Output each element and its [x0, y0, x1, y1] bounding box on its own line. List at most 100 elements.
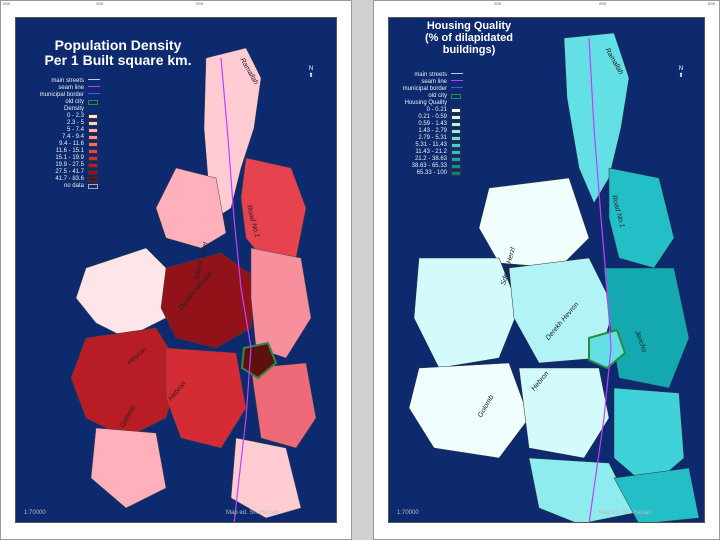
seam-line [220, 57, 252, 522]
no-data-swatch [88, 184, 98, 189]
housing-class-list: 0 - 0.21 0.21 - 0.59 0.59 - 1.43 1.43 - 2.7… [391, 107, 463, 177]
housing-class-label: 0 - 0.21 [426, 107, 447, 113]
density-region-northwest [155, 167, 227, 249]
housing-credit: Map ed. Sh. Hazam [599, 510, 653, 516]
density-title-line2: Per 1 Built square km. [44, 52, 192, 68]
housing-class-row: 1.43 - 2.79 [391, 128, 463, 135]
legend-old-city-label: old city [428, 93, 447, 99]
north-label: N [308, 66, 314, 72]
housing-quality-map: Housing Quality (% of dilapidated buildi… [388, 17, 705, 523]
tick-label: 200 [96, 3, 104, 7]
density-class-label: 7.4 - 9.4 [61, 134, 84, 140]
legend-main-streets-label: main streets [414, 72, 447, 78]
density-class-label: 0 - 2.3 [66, 113, 84, 119]
housing-region-south [528, 457, 635, 522]
density-region-north [203, 47, 262, 219]
density-scale: 1:70000 [24, 510, 46, 516]
housing-class-label: 1.43 - 2.79 [418, 128, 447, 134]
density-region-south [230, 437, 302, 519]
population-density-map-panel: Population Density Per 1 Built square km… [0, 0, 352, 540]
seam-line-icon [88, 85, 100, 92]
density-class-swatch [88, 114, 98, 119]
density-class-label: 15.1 - 19.9 [55, 155, 84, 161]
density-region-west [75, 247, 177, 339]
density-class-swatch [88, 170, 98, 175]
housing-class-swatch [451, 115, 461, 120]
housing-class-label: 0.59 - 1.43 [418, 121, 447, 127]
density-region-far-southwest [90, 427, 167, 509]
density-class-row: 11.6 - 15.1 [28, 148, 100, 155]
housing-region-west [413, 257, 520, 369]
housing-class-label: 21.2 - 38.63 [414, 156, 447, 162]
tick-label: 000 [707, 3, 715, 7]
density-class-row: 0 - 2.3 [28, 113, 100, 120]
old-city-boundary [588, 328, 627, 370]
housing-class-swatch [451, 129, 461, 134]
housing-title-line1: Housing Quality [426, 20, 512, 32]
housing-region-northwest [478, 177, 590, 269]
housing-class-swatch [451, 157, 461, 162]
density-class-row: 5 - 7.4 [28, 127, 100, 134]
housing-class-swatch [451, 143, 461, 148]
density-class-label: 41.7 - 83.6 [55, 176, 84, 182]
tick-label: 000 [599, 3, 607, 7]
housing-region-east [603, 267, 690, 389]
legend-seam-line-label: seam line [421, 79, 447, 85]
north-arrow-icon: ⬆ [678, 73, 684, 79]
density-region-southwest [70, 327, 182, 439]
density-class-swatch [88, 177, 98, 182]
housing-class-swatch [451, 164, 461, 169]
density-class-swatch [88, 149, 98, 154]
density-region-center [160, 252, 257, 349]
tick-label: 000 [3, 3, 11, 7]
housing-map-svg [408, 32, 700, 522]
housing-class-label: 0.21 - 0.59 [418, 114, 447, 120]
legend-municipal-border-label: municipal border [39, 92, 84, 98]
tick-label: 000 [196, 3, 204, 7]
tick-label: 200 [494, 3, 502, 7]
housing-map-title: Housing Quality (% of dilapidated buildi… [399, 20, 539, 56]
density-class-label: 11.6 - 15.1 [55, 148, 84, 154]
housing-class-row: 5.31 - 11.43 [391, 142, 463, 149]
seam-line [588, 37, 612, 522]
housing-class-swatch [451, 108, 461, 113]
density-class-label: 27.5 - 41.7 [55, 169, 84, 175]
density-class-label: 2.3 - 5 [66, 120, 84, 126]
north-label: N [678, 66, 684, 72]
municipal-border-line-icon [88, 92, 100, 99]
housing-class-label: 2.79 - 5.31 [418, 135, 447, 141]
population-density-map: Population Density Per 1 Built square km… [15, 17, 337, 523]
density-map-svg [70, 47, 317, 522]
housing-class-label: 11.43 - 21.2 [415, 149, 447, 155]
density-class-label: 19.9 - 27.5 [55, 162, 84, 168]
density-region-southeast [250, 362, 317, 449]
housing-class-row: 0 - 0.21 [391, 107, 463, 114]
density-class-row: 2.3 - 5 [28, 120, 100, 127]
north-arrow-left: N ⬆ [306, 66, 316, 79]
housing-class-row: 38.63 - 65.33 [391, 163, 463, 170]
legend-old-city-label: old city [65, 99, 84, 105]
housing-class-swatch [451, 150, 461, 155]
main-streets-line-icon [451, 72, 463, 79]
density-map-title: Population Density Per 1 Built square km… [38, 38, 198, 68]
old-city-box-icon [88, 100, 98, 105]
housing-region-far-south [613, 467, 700, 522]
legend-heading: Density [63, 106, 84, 112]
housing-class-row: 2.79 - 5.31 [391, 135, 463, 142]
density-class-swatch [88, 128, 98, 133]
housing-class-swatch [451, 171, 461, 176]
housing-class-label: 5.31 - 11.43 [415, 142, 447, 148]
legend-heading: Housing Quality [404, 100, 447, 106]
old-city-box-icon [451, 94, 461, 99]
legend-seam-line-label: seam line [58, 85, 84, 91]
density-credit: Map ed. Sh. Hazam [226, 510, 280, 516]
legend-no-data-label: no data [63, 183, 84, 189]
housing-region-south-center [518, 367, 610, 459]
density-class-row: 7.4 - 9.4 [28, 134, 100, 141]
housing-class-swatch [451, 122, 461, 127]
municipal-border-line-icon [451, 86, 463, 93]
density-region-center-east [250, 247, 312, 359]
housing-class-row: 21.2 - 38.63 [391, 156, 463, 163]
density-region-south-center [165, 347, 247, 449]
